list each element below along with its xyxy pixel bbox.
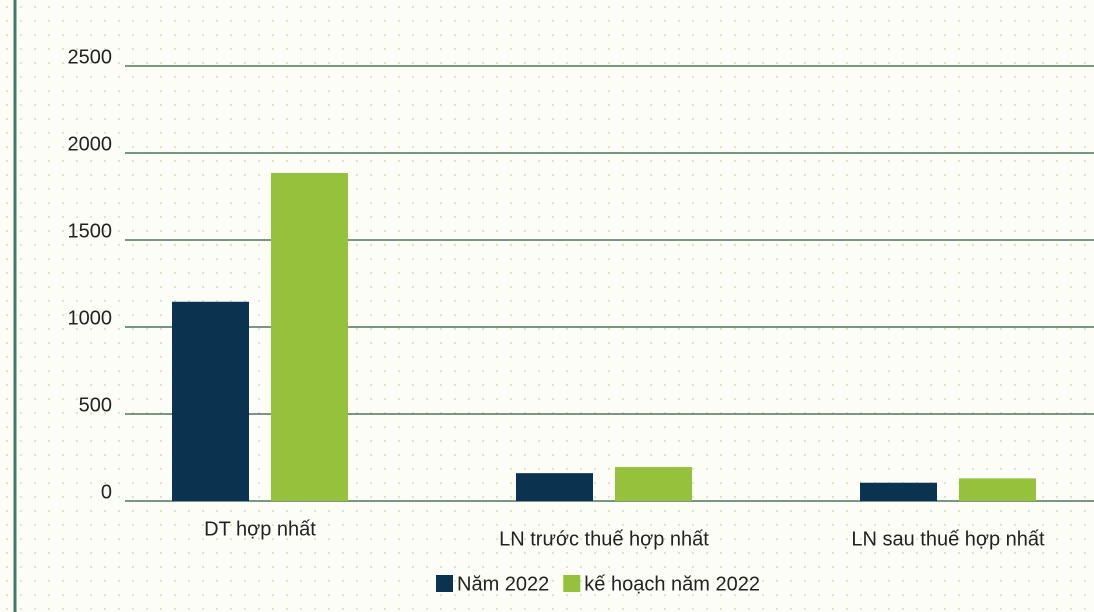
y-tick-label: 0 [101,481,112,503]
bar [271,173,348,501]
bar [615,467,692,501]
y-tick-label: 500 [79,394,112,416]
x-tick-label: LN sau thuế hợp nhất [851,528,1045,550]
y-tick-label: 2500 [68,46,113,68]
legend-label: kế hoạch năm 2022 [584,573,760,595]
x-tick-label: LN trước thuế hợp nhất [499,528,709,550]
bar [516,473,593,501]
legend-swatch [563,575,581,592]
x-tick-label: DT hợp nhất [204,518,316,540]
legend-swatch [436,575,453,592]
bar [959,478,1036,501]
bar [172,301,249,501]
bar [860,482,937,501]
y-tick-label: 1000 [68,307,113,329]
y-tick-label: 1500 [68,220,113,242]
legend-label: Năm 2022 [457,573,549,595]
y-tick-label: 2000 [68,133,113,155]
